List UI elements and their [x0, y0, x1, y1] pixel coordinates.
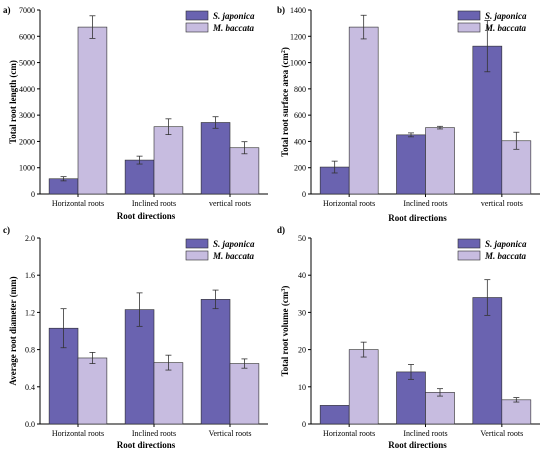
- y-tick-label: 4000: [19, 85, 35, 94]
- y-tick-label: 0.0: [25, 420, 35, 429]
- bar-s-japonica: [396, 134, 426, 195]
- legend-label: S. japonica: [485, 239, 527, 249]
- y-axis-title: Total root length (cm): [8, 60, 18, 144]
- x-tick-label: Inclined roots: [403, 199, 447, 208]
- y-axis-title: Average root diameter (mm): [8, 276, 18, 385]
- y-axis-title: Total root surface area (cm2): [280, 47, 290, 157]
- legend-swatch: [185, 22, 209, 33]
- y-tick-label: 30: [298, 308, 306, 317]
- x-tick-label: Horizontal roots: [323, 429, 375, 438]
- y-tick-label: 40: [298, 271, 306, 280]
- y-tick-label: 400: [294, 137, 306, 146]
- y-tick-label: 0.8: [25, 346, 35, 355]
- bar-m-baccata: [348, 26, 379, 195]
- chart-panel-c: c) 0.0 0.4 0.8 1.2 1.6 2.0 Horizontal roots Incl…: [3, 225, 268, 450]
- legend-label: M. baccata: [484, 23, 526, 33]
- legend-swatch: [457, 250, 481, 261]
- legend-swatch: [185, 238, 209, 249]
- y-tick-label: 1.6: [25, 271, 35, 280]
- x-axis-title: Root directions: [117, 440, 176, 450]
- y-tick-label: 0: [302, 190, 306, 199]
- legend-swatch: [185, 10, 209, 21]
- x-tick-label: Horizontal roots: [52, 199, 104, 208]
- x-tick-label: vertical roots: [209, 199, 251, 208]
- y-tick-label: 200: [294, 164, 306, 173]
- legend-swatch: [457, 22, 481, 33]
- y-tick-label: 7000: [19, 6, 35, 15]
- x-tick-label: Horizontal roots: [323, 199, 375, 208]
- panel-letter: a): [3, 5, 11, 15]
- y-tick-label: 800: [294, 85, 306, 94]
- bar-m-baccata: [425, 392, 455, 425]
- x-axis-title: Root directions: [388, 440, 447, 450]
- x-tick-label: Inclined roots: [132, 429, 176, 438]
- y-tick-label: 1200: [290, 32, 306, 41]
- x-tick-label: vertical roots: [481, 199, 523, 208]
- bar-m-baccata: [77, 26, 108, 195]
- y-tick-label: 5000: [19, 59, 35, 68]
- legend-label: M. baccata: [484, 251, 526, 261]
- y-tick-label: 0: [302, 420, 306, 429]
- y-tick-label: 6000: [19, 32, 35, 41]
- bar-m-baccata: [348, 349, 379, 425]
- y-tick-label: 1.2: [25, 308, 35, 317]
- x-tick-label: Horizontal roots: [52, 429, 104, 438]
- legend-label: S. japonica: [213, 239, 255, 249]
- y-axis-title: Total root volume (cm3): [280, 286, 290, 377]
- y-tick-label: 2000: [19, 137, 35, 146]
- y-tick-label: 10: [298, 383, 306, 392]
- panel-letter: d): [277, 225, 285, 235]
- chart-panel-a: a) 0 1000 2000 3000 4000 5000 6000 7000 Horizonta…: [3, 5, 268, 221]
- y-tick-label: 600: [294, 111, 306, 120]
- bar-m-baccata: [153, 126, 184, 195]
- legend-label: M. baccata: [212, 251, 254, 261]
- bar-s-japonica: [124, 309, 155, 425]
- bar-m-baccata: [501, 399, 532, 425]
- y-tick-label: 1000: [290, 59, 306, 68]
- bar-s-japonica: [319, 405, 350, 425]
- x-tick-label: Vertical roots: [209, 429, 252, 438]
- x-tick-label: Inclined roots: [403, 429, 447, 438]
- bar-m-baccata: [229, 363, 260, 425]
- y-tick-label: 2.0: [25, 234, 35, 243]
- y-tick-label: 0.4: [25, 383, 35, 392]
- legend-label: S. japonica: [485, 11, 527, 21]
- x-axis-title: Root directions: [117, 211, 176, 221]
- x-tick-label: Inclined roots: [132, 199, 176, 208]
- legend-swatch: [457, 10, 481, 21]
- bar-s-japonica: [396, 371, 426, 425]
- bar-m-baccata: [77, 357, 108, 425]
- chart-panel-b: b) 0 200 400 600 800 1000 1200 1400 Horizontal ro…: [277, 5, 540, 223]
- legend-swatch: [185, 250, 209, 261]
- bar-s-japonica: [472, 297, 503, 425]
- bar-s-japonica: [200, 122, 231, 195]
- y-tick-label: 1000: [19, 164, 35, 173]
- panel-letter: b): [277, 5, 285, 15]
- bar-s-japonica: [200, 299, 231, 425]
- panel-letter: c): [3, 225, 10, 235]
- legend-label: S. japonica: [213, 11, 255, 21]
- y-tick-label: 0: [31, 190, 35, 199]
- x-axis-title: Root directions: [388, 213, 447, 223]
- y-tick-label: 1400: [290, 6, 306, 15]
- bar-m-baccata: [153, 362, 184, 425]
- chart-panel-d: d) 0 10 20 30 40 50 Horizontal roots Inclined ro…: [277, 225, 540, 450]
- bar-s-japonica: [124, 159, 155, 195]
- legend-swatch: [457, 238, 481, 249]
- y-tick-label: 3000: [19, 111, 35, 120]
- legend-label: M. baccata: [212, 23, 254, 33]
- y-tick-label: 20: [298, 346, 306, 355]
- y-tick-label: 50: [298, 234, 306, 243]
- bar-m-baccata: [229, 147, 260, 195]
- x-tick-label: Vertical roots: [480, 429, 523, 438]
- bar-m-baccata: [425, 127, 455, 195]
